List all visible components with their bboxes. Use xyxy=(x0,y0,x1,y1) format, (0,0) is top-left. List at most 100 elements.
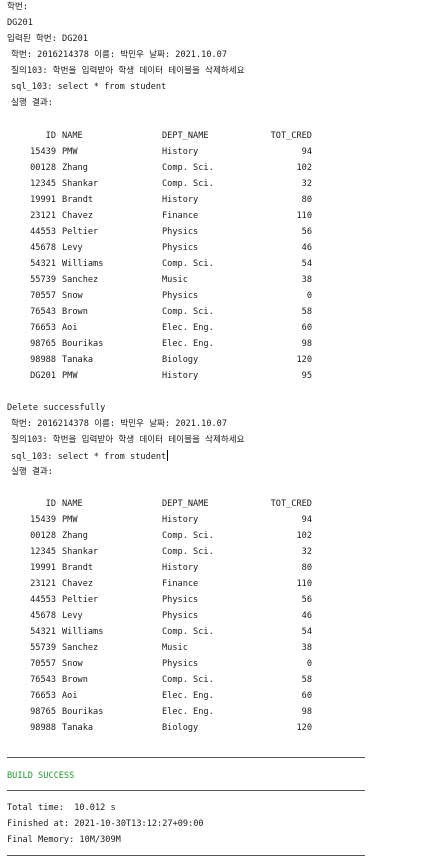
delete-message: Delete successfully xyxy=(7,403,106,413)
cell-name: Shankar xyxy=(62,179,99,189)
cell-id: 76653 xyxy=(30,691,56,701)
cell-tot-cred: 38 xyxy=(301,275,312,285)
separator-line xyxy=(7,757,365,758)
cell-name: PMW xyxy=(62,515,78,525)
cell-tot-cred: 54 xyxy=(301,627,312,637)
input-echo: DG201 xyxy=(7,18,33,28)
final-memory: Final Memory: 10M/309M xyxy=(7,835,121,845)
cell-dept-name: History xyxy=(162,147,199,157)
cell-name: Levy xyxy=(62,611,83,621)
cell-name: Williams xyxy=(62,259,104,269)
cell-dept-name: Physics xyxy=(162,243,199,253)
cell-name: Williams xyxy=(62,627,104,637)
cell-tot-cred: 60 xyxy=(301,323,312,333)
cell-dept-name: Elec. Eng. xyxy=(162,339,214,349)
cell-name: Shankar xyxy=(62,547,99,557)
run1-sql: sql_103: select * from student xyxy=(11,82,167,92)
cell-id: 70557 xyxy=(30,659,56,669)
cell-id: 44553 xyxy=(30,595,56,605)
cell-name: Bourikas xyxy=(62,707,104,717)
cell-id: 00128 xyxy=(30,163,56,173)
cell-dept-name: Physics xyxy=(162,227,199,237)
column-header-id: ID xyxy=(45,131,56,141)
cell-id: 45678 xyxy=(30,611,56,621)
cell-dept-name: Elec. Eng. xyxy=(162,691,214,701)
cell-tot-cred: 32 xyxy=(301,179,312,189)
cell-id: 19991 xyxy=(30,563,56,573)
build-success: BUILD SUCCESS xyxy=(7,771,75,781)
cell-dept-name: Physics xyxy=(162,611,199,621)
cell-name: Peltier xyxy=(62,227,99,237)
run2-sql-line[interactable]: sql_103: select * from student xyxy=(11,450,169,462)
cell-id: 19991 xyxy=(30,195,56,205)
cell-name: Brandt xyxy=(62,195,94,205)
cell-tot-cred: 95 xyxy=(301,371,312,381)
finished-at: Finished at: 2021-10-30T13:12:27+09:00 xyxy=(7,819,204,829)
cell-id: DG201 xyxy=(30,371,56,381)
cell-id: 76653 xyxy=(30,323,56,333)
cell-name: Levy xyxy=(62,243,83,253)
cell-name: Chavez xyxy=(62,579,94,589)
cell-tot-cred: 120 xyxy=(296,355,312,365)
cell-name: Tanaka xyxy=(62,723,94,733)
cell-dept-name: Comp. Sci. xyxy=(162,259,214,269)
cell-name: Sanchez xyxy=(62,643,99,653)
cell-dept-name: Physics xyxy=(162,659,199,669)
cell-name: Aoi xyxy=(62,323,78,333)
cell-name: Peltier xyxy=(62,595,99,605)
cell-name: Bourikas xyxy=(62,339,104,349)
cell-dept-name: Comp. Sci. xyxy=(162,531,214,541)
cell-id: 54321 xyxy=(30,259,56,269)
cell-dept-name: Comp. Sci. xyxy=(162,179,214,189)
cell-name: Zhang xyxy=(62,163,88,173)
cell-dept-name: Comp. Sci. xyxy=(162,547,214,557)
run1-task: 질의103: 학번을 입력받아 학생 데이터 테이블을 삭제하세요 xyxy=(11,66,245,76)
cell-dept-name: History xyxy=(162,515,199,525)
cell-dept-name: History xyxy=(162,563,199,573)
cell-name: Tanaka xyxy=(62,355,94,365)
run2-sql: sql_103: select * from student xyxy=(11,452,167,462)
cell-name: Brown xyxy=(62,675,88,685)
cell-dept-name: Biology xyxy=(162,355,199,365)
cell-dept-name: Elec. Eng. xyxy=(162,323,214,333)
column-header-tot-cred: TOT_CRED xyxy=(270,499,312,509)
entered-id-line: 입력된 학번: DG201 xyxy=(7,34,88,44)
cell-tot-cred: 38 xyxy=(301,643,312,653)
cell-id: 76543 xyxy=(30,307,56,317)
cell-dept-name: Comp. Sci. xyxy=(162,627,214,637)
cell-tot-cred: 102 xyxy=(296,163,312,173)
cell-name: Snow xyxy=(62,659,83,669)
cell-tot-cred: 60 xyxy=(301,691,312,701)
cell-dept-name: Comp. Sci. xyxy=(162,675,214,685)
cell-tot-cred: 0 xyxy=(306,659,312,669)
cell-tot-cred: 56 xyxy=(301,595,312,605)
cell-id: 98765 xyxy=(30,339,56,349)
cell-name: PMW xyxy=(62,371,78,381)
cell-id: 76543 xyxy=(30,675,56,685)
run2-task: 질의103: 학번을 입력받아 학생 데이터 테이블을 삭제하세요 xyxy=(11,435,245,445)
cell-id: 55739 xyxy=(30,275,56,285)
cell-tot-cred: 80 xyxy=(301,563,312,573)
column-header-dept-name: DEPT_NAME xyxy=(162,131,209,141)
cell-tot-cred: 58 xyxy=(301,675,312,685)
cell-id: 12345 xyxy=(30,179,56,189)
run2-result-label: 실행 결과: xyxy=(11,467,53,477)
run2-header: 학번: 2016214378 이름: 박민우 날짜: 2021.10.07 xyxy=(11,419,228,429)
cell-name: Brandt xyxy=(62,563,94,573)
cell-name: PMW xyxy=(62,147,78,157)
cell-tot-cred: 80 xyxy=(301,195,312,205)
cell-tot-cred: 110 xyxy=(296,579,312,589)
cell-id: 44553 xyxy=(30,227,56,237)
cell-id: 55739 xyxy=(30,643,56,653)
column-header-id: ID xyxy=(45,499,56,509)
cell-name: Chavez xyxy=(62,211,94,221)
cell-id: 00128 xyxy=(30,531,56,541)
cell-name: Zhang xyxy=(62,531,88,541)
cell-tot-cred: 120 xyxy=(296,723,312,733)
run1-header: 학번: 2016214378 이름: 박민우 날짜: 2021.10.07 xyxy=(11,50,228,60)
cell-tot-cred: 32 xyxy=(301,547,312,557)
cell-name: Snow xyxy=(62,291,83,301)
cell-id: 54321 xyxy=(30,627,56,637)
cell-tot-cred: 98 xyxy=(301,707,312,717)
